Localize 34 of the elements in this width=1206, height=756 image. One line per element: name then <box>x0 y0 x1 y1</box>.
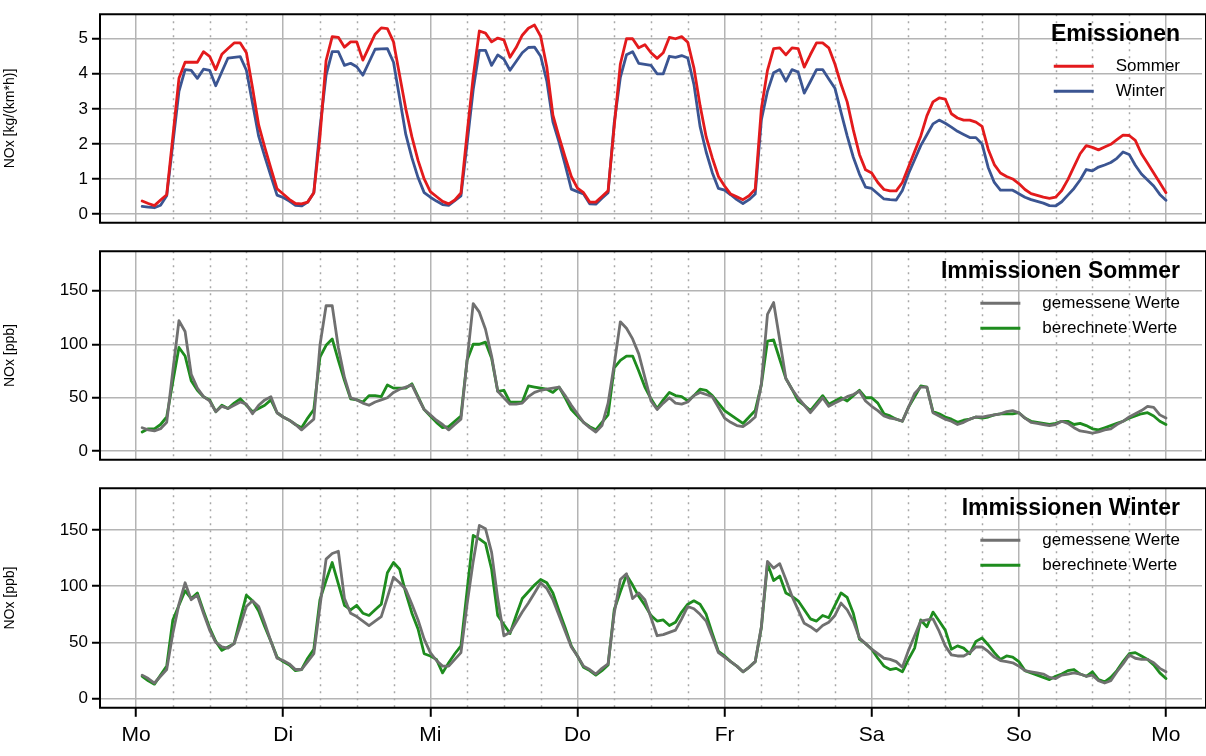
chart-title: Immissionen Sommer <box>940 256 1181 283</box>
y-tick-label: 2 <box>78 133 88 153</box>
chart-title: Emissionen <box>1050 19 1180 46</box>
y-tick-label: 150 <box>59 280 88 300</box>
y-tick-label: 50 <box>69 632 88 652</box>
y-axis-title: NOx [kg/(km*h)] <box>1 68 18 169</box>
y-tick-label: 1 <box>78 168 88 188</box>
legend-label: berechnete Werte <box>1042 317 1178 337</box>
y-tick-label: 0 <box>78 688 88 708</box>
legend-label: Winter <box>1115 80 1166 100</box>
legend-label: Sommer <box>1115 55 1181 75</box>
y-axis-title: NOx [ppb] <box>1 566 18 630</box>
x-tick-label: Sa <box>858 722 885 746</box>
y-tick-label: 50 <box>69 387 88 407</box>
x-tick-label: Mo <box>121 722 151 746</box>
y-tick-label: 5 <box>78 28 88 48</box>
chart-title: Immissionen Winter <box>961 493 1181 520</box>
y-tick-label: 3 <box>78 98 88 118</box>
y-axis-title: NOx [ppb] <box>1 323 18 388</box>
x-tick-label: Di <box>273 722 294 746</box>
x-tick-label: So <box>1005 722 1032 746</box>
y-tick-label: 100 <box>59 575 88 595</box>
legend-label: gemessene Werte <box>1042 529 1181 549</box>
x-tick-label: Fr <box>714 722 735 746</box>
y-tick-label: 4 <box>78 63 88 83</box>
y-tick-label: 0 <box>78 440 88 460</box>
y-tick-label: 150 <box>59 519 88 539</box>
x-tick-label: Do <box>564 722 591 746</box>
y-tick-label: 100 <box>59 333 88 353</box>
y-tick-label: 0 <box>78 203 88 223</box>
x-tick-label: Mi <box>419 722 442 746</box>
legend-label: gemessene Werte <box>1042 292 1181 312</box>
legend-label: berechnete Werte <box>1042 554 1178 574</box>
x-tick-label: Mo <box>1151 722 1181 746</box>
